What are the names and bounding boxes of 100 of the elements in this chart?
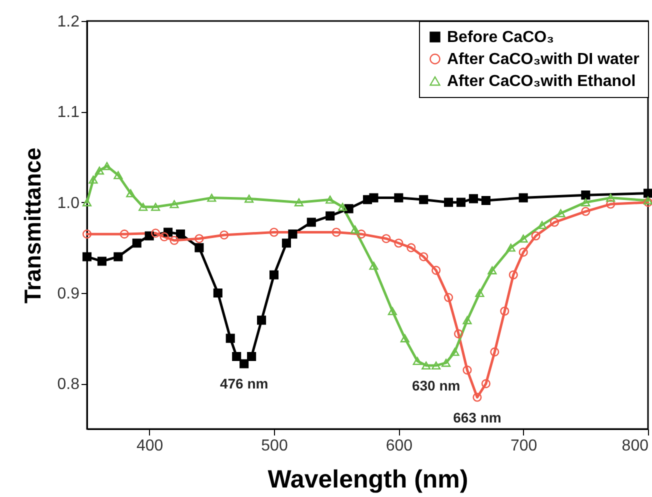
point (350, 226, 360, 234)
point (531, 231, 540, 240)
point (382, 234, 391, 244)
point (132, 238, 142, 248)
point (194, 234, 204, 244)
point (82, 198, 92, 206)
point (475, 288, 484, 298)
point (456, 198, 466, 207)
point (207, 194, 216, 202)
point (332, 228, 341, 237)
point (462, 316, 472, 324)
point (213, 288, 222, 298)
point (326, 196, 335, 204)
annotation: 630 nm (412, 378, 460, 394)
point (138, 202, 148, 211)
x-tick-label: 500 (261, 438, 288, 454)
point (400, 334, 410, 342)
point (442, 358, 451, 367)
point (170, 200, 179, 208)
point (490, 347, 500, 356)
point (102, 162, 112, 170)
point (232, 352, 242, 361)
point (176, 230, 186, 239)
point (450, 348, 460, 356)
point (518, 193, 528, 202)
point (488, 266, 497, 274)
y-axis-title: Transmittance (19, 148, 46, 304)
point (538, 220, 547, 230)
point (369, 262, 378, 270)
point (82, 230, 92, 239)
x-tick-label: 700 (510, 438, 538, 454)
point (338, 202, 348, 211)
point (422, 362, 431, 370)
point (97, 256, 106, 266)
point (151, 228, 160, 238)
point (244, 194, 254, 203)
point (369, 193, 378, 202)
legend-label: After CaCO₃with DI water (447, 51, 640, 68)
point (294, 198, 304, 206)
x-tick-label: 400 (136, 438, 164, 454)
y-tick-label: 1.2 (57, 14, 80, 30)
y-tick-label: 1.1 (57, 104, 80, 122)
point (269, 270, 279, 280)
point (114, 252, 123, 262)
point (257, 316, 266, 325)
point (306, 218, 316, 227)
point (432, 362, 441, 370)
point (606, 194, 616, 202)
point (82, 252, 92, 262)
y-tick-label: 1.0 (57, 194, 80, 212)
legend-label: Before CaCO₃ (447, 29, 554, 46)
point (226, 334, 235, 343)
annotation: 663 nm (453, 409, 502, 426)
point (454, 329, 464, 338)
point (432, 266, 441, 275)
point (468, 194, 478, 204)
point (581, 206, 590, 216)
point (282, 238, 291, 248)
point (269, 228, 279, 237)
point (240, 359, 249, 368)
point (288, 230, 298, 239)
point (419, 252, 428, 262)
point (518, 248, 528, 257)
point (550, 218, 560, 227)
point (412, 356, 422, 366)
point (94, 166, 104, 175)
point (419, 195, 428, 204)
point (406, 243, 416, 252)
point (247, 352, 256, 361)
point (581, 190, 590, 200)
x-axis-title: Wavelength (nm) (268, 466, 468, 494)
point (151, 202, 160, 211)
point (472, 392, 482, 402)
point (508, 270, 518, 280)
point (606, 200, 616, 209)
point (394, 238, 404, 248)
point (120, 230, 129, 239)
point (506, 244, 516, 252)
point (114, 171, 123, 180)
point (444, 198, 454, 207)
point (326, 211, 335, 220)
legend-label: After CaCO₃with Ethanol (447, 73, 636, 90)
point (394, 193, 404, 202)
point (643, 188, 652, 198)
point (344, 204, 354, 214)
x-tick-label: 800 (622, 438, 649, 454)
point (556, 209, 566, 218)
point (518, 234, 528, 243)
point (220, 230, 229, 240)
point (481, 379, 490, 388)
point (500, 306, 510, 316)
annotation: 476 nm (220, 376, 268, 392)
point (444, 293, 454, 302)
point (581, 198, 590, 206)
point (170, 236, 179, 245)
y-tick-label: 0.9 (57, 286, 80, 302)
point (126, 189, 136, 198)
point (481, 196, 490, 206)
y-tick-label: 0.8 (57, 376, 80, 394)
point (88, 176, 98, 184)
